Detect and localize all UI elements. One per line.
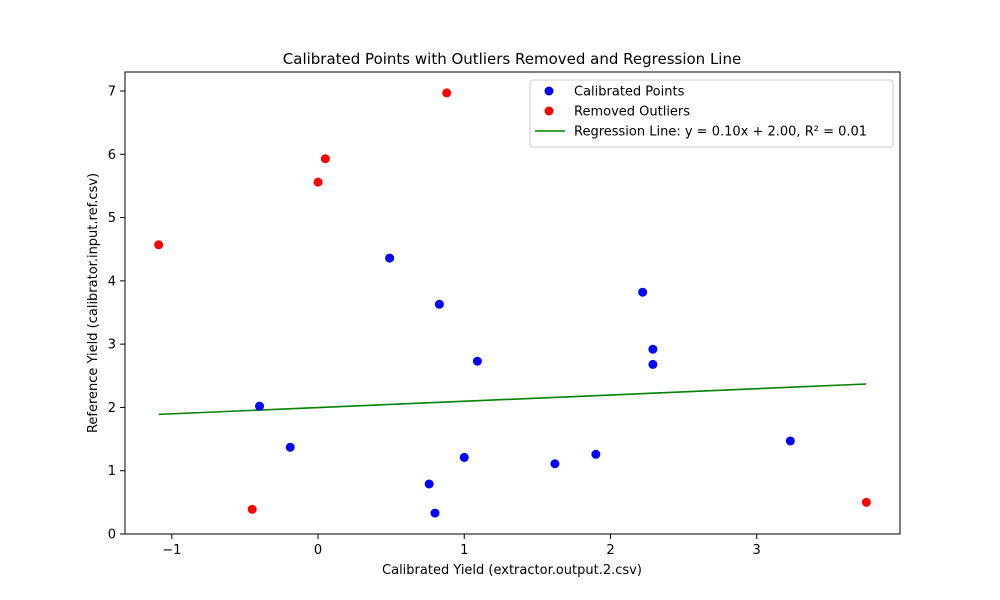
chart-title: Calibrated Points with Outliers Removed … bbox=[283, 50, 741, 68]
legend-label-0: Calibrated Points bbox=[574, 85, 685, 100]
outlier-point-2 bbox=[313, 177, 323, 187]
y-tick-label: 1 bbox=[108, 464, 116, 479]
y-axis: 0 1 2 3 4 5 6 7 bbox=[108, 84, 125, 543]
calibrated-point-2 bbox=[385, 253, 395, 263]
outlier-point-5 bbox=[861, 497, 871, 507]
legend-marker-1 bbox=[544, 106, 554, 116]
calibrated-point-10 bbox=[638, 287, 648, 297]
calibrated-point-5 bbox=[434, 299, 444, 309]
outlier-point-1 bbox=[247, 504, 257, 514]
y-tick-label: 0 bbox=[108, 528, 116, 543]
x-axis-label: Calibrated Yield (extractor.output.2.csv… bbox=[382, 563, 642, 578]
calibrated-point-12 bbox=[648, 359, 658, 369]
outlier-point-4 bbox=[442, 88, 452, 98]
y-axis-label: Reference Yield (calibrator.input.ref.cs… bbox=[86, 173, 101, 433]
x-tick-label: −1 bbox=[162, 543, 181, 558]
calibrated-point-4 bbox=[430, 508, 440, 518]
legend: Calibrated Points Removed Outliers Regress… bbox=[529, 79, 894, 148]
calibrated-point-11 bbox=[648, 344, 658, 354]
regression-line bbox=[158, 383, 867, 416]
calibrated-point-6 bbox=[459, 452, 469, 462]
y-tick-label: 3 bbox=[108, 338, 116, 353]
legend-marker-0 bbox=[544, 86, 554, 96]
y-tick-label: 2 bbox=[108, 401, 116, 416]
calibrated-point-0 bbox=[255, 401, 265, 411]
plot-area bbox=[154, 88, 871, 518]
calibrated-point-3 bbox=[424, 479, 434, 489]
calibrated-point-1 bbox=[285, 442, 295, 452]
calibrated-point-13 bbox=[785, 436, 795, 446]
legend-frame bbox=[529, 79, 894, 148]
calibrated-point-8 bbox=[550, 459, 560, 469]
y-tick-label: 6 bbox=[108, 148, 116, 163]
x-axis: −1 0 1 2 3 bbox=[162, 534, 761, 558]
y-tick-label: 4 bbox=[108, 274, 116, 289]
x-tick-label: 0 bbox=[314, 543, 322, 558]
plot-frame bbox=[124, 71, 901, 535]
legend-label-2: Regression Line: y = 0.10x + 2.00, R² = … bbox=[574, 125, 867, 140]
x-tick-label: 1 bbox=[460, 543, 468, 558]
x-tick-label: 3 bbox=[753, 543, 761, 558]
calibrated-point-7 bbox=[472, 356, 482, 366]
y-tick-label: 5 bbox=[108, 211, 116, 226]
outlier-point-0 bbox=[154, 240, 164, 250]
x-tick-label: 2 bbox=[606, 543, 614, 558]
calibrated-point-9 bbox=[591, 449, 601, 459]
legend-label-1: Removed Outliers bbox=[574, 105, 690, 120]
outlier-point-3 bbox=[320, 154, 330, 164]
y-tick-label: 7 bbox=[108, 84, 116, 99]
